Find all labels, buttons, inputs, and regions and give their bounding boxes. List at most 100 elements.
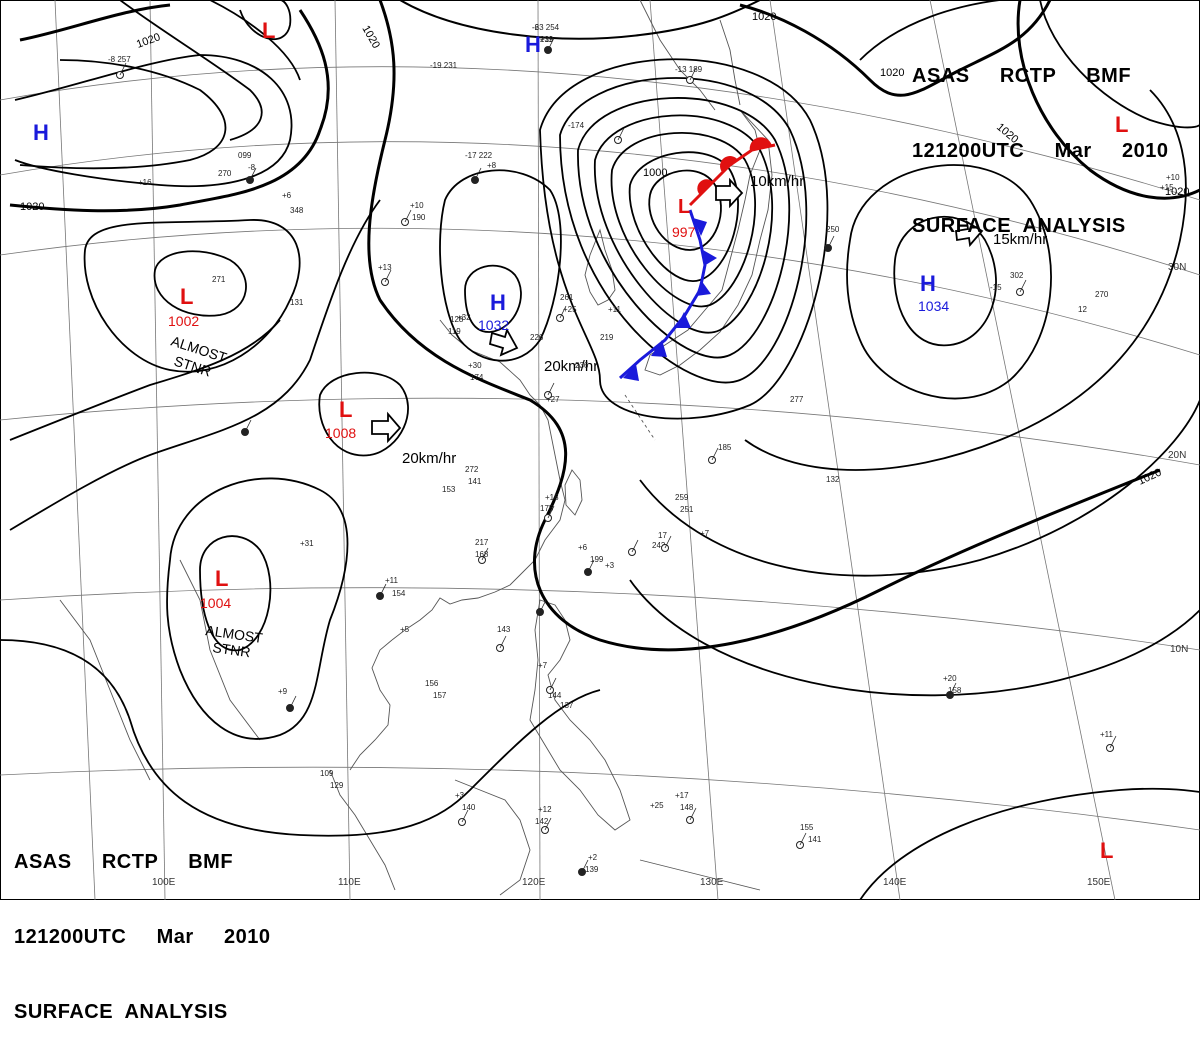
wind-barb: [949, 682, 957, 696]
wind-barb: [547, 37, 555, 51]
station-value: 137: [560, 701, 574, 710]
station-value: 270: [1095, 290, 1109, 299]
station-value: +25: [650, 801, 664, 810]
isobar-H1034-outer: [846, 164, 1052, 400]
station-value: 099: [238, 151, 252, 160]
lon-label-100e: 100E: [152, 877, 176, 888]
isobar-H1032-outer: [439, 169, 562, 362]
station-value: -6: [532, 23, 540, 32]
high-symbol: H: [490, 290, 506, 315]
title-line-model: ASAS RCTP BMF: [14, 851, 234, 873]
high-symbol: H: [525, 32, 541, 57]
station-value: 219: [600, 333, 614, 342]
india-coast: [59, 599, 151, 781]
station-value: 272: [465, 465, 479, 474]
station-value: +6: [578, 543, 588, 552]
station-value: 277: [790, 395, 804, 404]
title-line-datetime: 121200UTC Mar 2010: [912, 140, 1169, 162]
warm-front-semicircle: [720, 156, 738, 172]
isobar-L1004-outer: [166, 477, 349, 740]
motion-labels: 20km/hr 20km/hr 10km/hr 15km/hr: [402, 173, 1047, 467]
meridian-120e: [537, 0, 541, 900]
meridian-90e: [54, 0, 96, 900]
station-value: +17: [675, 791, 689, 800]
station-value: 12: [1078, 305, 1087, 314]
station-value: 157: [433, 691, 447, 700]
station-value: +10: [410, 201, 424, 210]
pressure-value: 1032: [478, 317, 509, 333]
station-value: 226: [530, 333, 544, 342]
station-value: +5: [400, 625, 410, 634]
indonesia-coast: [639, 859, 761, 891]
isobar-east-arc-1: [744, 89, 1187, 471]
station-value: +31: [300, 539, 314, 548]
taiwan-coast: [564, 469, 583, 516]
station-value: 141: [808, 835, 822, 844]
station-value: +11: [540, 35, 554, 44]
motion-speed-label: 10km/hr: [750, 173, 804, 190]
pressure-value: 1008: [325, 425, 356, 441]
vietnam-coast: [349, 639, 393, 771]
parallel-40n: [0, 141, 1200, 276]
isobar-west-L-top: [239, 0, 292, 41]
motion-arrow-997: [715, 177, 744, 209]
isobar-label: 1020: [20, 201, 44, 213]
station-value: +7: [538, 661, 548, 670]
motion-speed-label: 20km/hr: [402, 450, 456, 467]
wind-barb: [461, 809, 469, 823]
isobar-L997-5: [577, 97, 791, 359]
wind-barb: [244, 419, 252, 433]
philippines-coast: [529, 599, 631, 831]
isobar-L997-7: [539, 58, 829, 420]
meridian-140e: [769, 0, 901, 900]
cold-front-triangle: [623, 364, 639, 381]
lat-label-10n: 10N: [1170, 644, 1188, 655]
station-value: +27: [546, 395, 560, 404]
wind-barb: [119, 62, 127, 76]
station-value: 156: [425, 679, 439, 688]
wind-barb: [474, 167, 482, 181]
wind-barb: [1109, 735, 1117, 749]
station-value: 141: [468, 477, 482, 486]
station-value: +6: [282, 191, 292, 200]
station-value: 199: [590, 555, 604, 564]
stationary-label: STNR: [212, 639, 252, 660]
station-value: +11: [385, 576, 399, 585]
isobar-L997-2: [628, 151, 739, 282]
low-symbol: L: [215, 566, 228, 591]
station-value: -15: [990, 283, 1002, 292]
isobar-east-arc-3: [629, 579, 1200, 697]
wind-barb: [547, 505, 555, 519]
station-value: 154: [392, 589, 406, 598]
parallel-30n: [0, 227, 1200, 356]
station-value: 132: [826, 475, 840, 484]
station-value: 261: [560, 293, 574, 302]
station-value: 348: [290, 206, 304, 215]
title-line-model: ASAS RCTP BMF: [912, 65, 1132, 87]
isobar-L997-3: [610, 132, 757, 308]
station-value: 119: [448, 327, 461, 336]
station-plots: -23 254 +11 -13 189 -19 231 -174 -17 222+8 -8 …: [108, 23, 1180, 876]
wind-barb: [379, 583, 387, 597]
isobar-L1002-inner: [153, 250, 247, 317]
low-symbol: L: [678, 196, 690, 218]
station-value: 168: [475, 550, 489, 559]
station-value: +8: [487, 161, 497, 170]
meridian-100e: [149, 0, 166, 900]
low-symbol: L: [1100, 838, 1113, 863]
sakhalin-coast: [719, 19, 741, 106]
station-value: 128: [450, 315, 464, 324]
isobar-H1034-inner: [893, 215, 997, 347]
station-value: +25: [563, 305, 577, 314]
cold-front-triangle: [651, 340, 667, 357]
warm-front: [688, 137, 776, 207]
isobar-1020-northwest: [19, 3, 171, 42]
isobar-L1002-outer: [83, 219, 301, 373]
wind-barb: [581, 859, 589, 873]
coastlines: [59, 0, 773, 896]
isobar-L1004-inner: [199, 535, 272, 652]
okhotsk-coast: [639, 0, 716, 111]
wind-barb: [481, 547, 489, 561]
pressure-value: 997: [672, 224, 696, 240]
station-value: +12: [538, 805, 552, 814]
